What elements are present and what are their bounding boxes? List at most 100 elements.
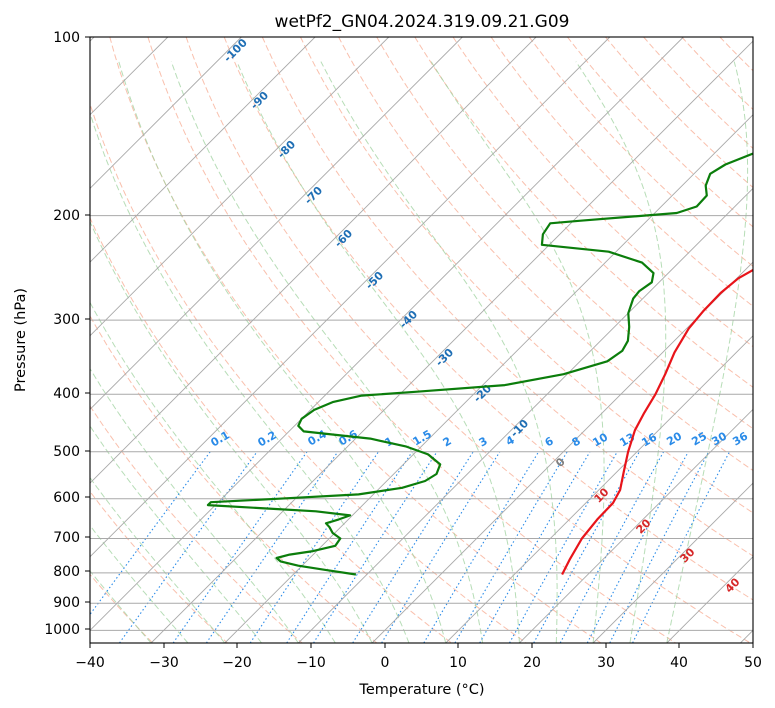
moist-adiabat-line: [90, 570, 152, 643]
mixing-ratio-line: [249, 451, 379, 643]
x-tick: −10: [296, 643, 326, 671]
x-tick-label: 40: [670, 655, 688, 671]
dry-adiabat-line: [338, 37, 753, 472]
isotherm-line: [90, 37, 242, 190]
moist-adiabat-line: [170, 61, 484, 643]
y-axis-label: Pressure (hPa): [13, 288, 29, 392]
dry-adiabat-line: [185, 37, 751, 643]
moist-adiabat-line: [575, 61, 667, 643]
moist-adiabat-line: [430, 61, 605, 643]
dry-adiabats: [90, 37, 753, 643]
y-tick-label: 300: [53, 312, 80, 328]
plot-frame: [89, 36, 754, 644]
isotherm-line: [298, 187, 753, 643]
dry-adiabat-line: [223, 37, 753, 601]
isotherm-line: [592, 482, 753, 643]
moist-adiabat-line: [90, 220, 373, 643]
mixing-ratio-line: [172, 451, 308, 643]
x-tick-label: −20: [222, 655, 252, 671]
x-axis-label: Temperature (°C): [358, 682, 484, 698]
x-tick: 10: [449, 643, 467, 671]
dry-adiabat-line: [109, 37, 602, 643]
dry-adiabat-line: [147, 37, 676, 643]
x-tick-label: −30: [149, 655, 179, 671]
moist-adiabat-line: [90, 111, 410, 643]
mixing-ratio-line: [90, 451, 211, 616]
x-tick-label: −40: [75, 655, 105, 671]
mixing-ratio-line: [586, 451, 689, 643]
isotherm-line: [90, 37, 684, 632]
moist-adiabats: [90, 61, 749, 643]
y-tick-label: 600: [53, 490, 80, 506]
x-tick-label: 50: [744, 655, 762, 671]
moist-adiabat-line: [666, 61, 749, 643]
y-tick: 500: [53, 444, 90, 460]
moist-adiabat-line: [90, 524, 189, 643]
x-tick-label: 20: [523, 655, 541, 671]
mixing-ratio-line: [352, 451, 474, 643]
mixing-ratio-line: [423, 451, 540, 643]
y-tick: 900: [53, 595, 90, 611]
y-tick: 800: [53, 564, 90, 580]
background-lines: [90, 37, 753, 643]
chart-title: wetPf2_GN04.2024.319.09.21.G09: [275, 12, 570, 32]
dry-adiabat-line: [90, 216, 452, 643]
dry-adiabat-line: [90, 405, 303, 643]
mixing-ratio-line: [313, 451, 438, 643]
isotherm-line: [371, 261, 753, 643]
y-tick-label: 800: [53, 564, 80, 580]
isotherm-line: [90, 37, 611, 558]
y-tick-label: 500: [53, 444, 80, 460]
mixing-ratio-lines: [90, 451, 730, 643]
mixing-ratio-line: [632, 451, 730, 643]
dewpoint-line: [206, 152, 753, 576]
isotherm-line: [90, 37, 463, 411]
dry-adiabat-line: [261, 37, 753, 557]
y-axis: 100 200 300 400 500 600 700 800 900 1000: [44, 30, 90, 638]
sounding-profiles: [206, 152, 753, 576]
y-tick-label: 700: [53, 530, 80, 546]
dry-adiabat-line: [605, 37, 753, 189]
x-tick: −40: [75, 643, 105, 671]
moist-adiabat-line: [236, 61, 520, 643]
x-tick: 40: [670, 643, 688, 671]
x-tick: 20: [523, 643, 541, 671]
x-tick: 0: [381, 643, 390, 671]
y-tick: 700: [53, 530, 90, 546]
y-tick-label: 100: [53, 30, 80, 46]
x-tick: 30: [597, 643, 615, 671]
dry-adiabat-line: [376, 37, 753, 430]
moist-adiabat-line: [90, 301, 336, 643]
y-tick: 100: [53, 30, 90, 46]
isotherm-line: [90, 37, 316, 263]
isotherm-line: [150, 40, 753, 643]
dry-adiabat-line: [90, 314, 378, 643]
x-axis: −40 −30 −20 −10 0 10 20 30 40 50: [75, 643, 762, 671]
mixing-ratio-line: [205, 451, 339, 643]
y-tick: 600: [53, 490, 90, 506]
isotherm-line: [445, 335, 753, 643]
x-tick-label: −10: [296, 655, 326, 671]
x-tick: −20: [222, 643, 252, 671]
temperature-line: [561, 268, 753, 575]
x-tick-label: 0: [381, 655, 390, 671]
mixing-ratio-line: [119, 451, 258, 643]
dry-adiabat-line: [490, 37, 753, 307]
mixing-ratio-line: [509, 451, 618, 643]
x-tick: −30: [149, 643, 179, 671]
x-tick: 50: [744, 643, 762, 671]
dry-adiabat-line: [528, 37, 753, 267]
isotherm-line: [90, 37, 390, 337]
y-tick-label: 1000: [44, 622, 80, 638]
moist-adiabat-line: [320, 61, 558, 643]
isotherm-line: [90, 37, 537, 484]
y-tick: 400: [53, 386, 90, 402]
y-tick: 1000: [44, 622, 90, 638]
y-tick-label: 200: [53, 208, 80, 224]
dry-adiabat-line: [452, 37, 753, 348]
moist-adiabat-line: [90, 476, 226, 643]
y-tick: 300: [53, 312, 90, 328]
mixing-ratio-line: [559, 451, 665, 643]
